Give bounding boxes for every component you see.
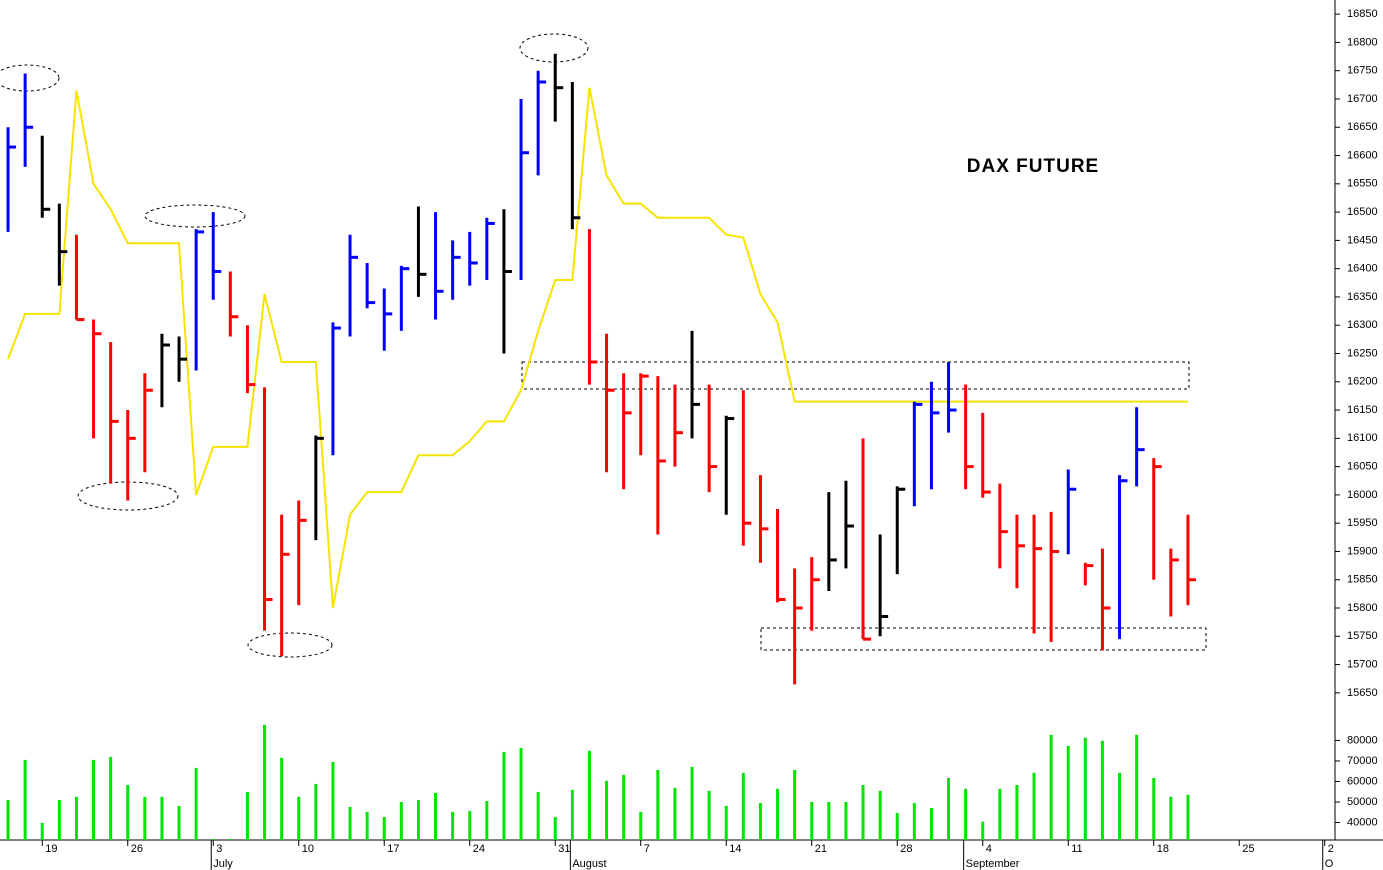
x-tick-label: 19 — [45, 843, 57, 855]
y-tick-label: 50000 — [1347, 796, 1378, 808]
y-tick-label: 16200 — [1347, 376, 1378, 388]
y-tick-label: 80000 — [1347, 734, 1378, 746]
y-tick-label: 15750 — [1347, 630, 1378, 642]
month-label: July — [213, 858, 233, 870]
y-tick-label: 16000 — [1347, 489, 1378, 501]
y-tick-label: 16750 — [1347, 65, 1378, 77]
chart-title: DAX FUTURE — [967, 156, 1099, 177]
x-tick-label: 11 — [1071, 843, 1082, 855]
highlight-ellipse — [247, 632, 333, 658]
x-tick-label: 31 — [558, 843, 570, 855]
y-tick-label: 15900 — [1347, 545, 1378, 557]
y-tick-label: 15950 — [1347, 517, 1378, 529]
x-tick-label: 2 — [1328, 843, 1334, 855]
month-label: September — [966, 858, 1020, 870]
annotations — [0, 33, 1207, 658]
x-tick-label: 18 — [1157, 843, 1169, 855]
x-tick-label: 28 — [900, 843, 912, 855]
y-tick-label: 16300 — [1347, 319, 1378, 331]
x-tick-label: 4 — [986, 843, 992, 855]
y-tick-label: 16050 — [1347, 461, 1378, 473]
x-tick-label: 25 — [1242, 843, 1254, 855]
x-tick-label: 10 — [302, 843, 314, 855]
y-tick-label: 16400 — [1347, 263, 1378, 275]
x-tick-label: 26 — [131, 843, 143, 855]
y-tick-label: 15850 — [1347, 574, 1378, 586]
highlight-ellipse — [0, 64, 60, 92]
y-tick-label: 40000 — [1347, 816, 1378, 828]
y-tick-label: 15800 — [1347, 602, 1378, 614]
x-tick-label: 21 — [815, 843, 827, 855]
y-tick-label: 16800 — [1347, 36, 1378, 48]
y-tick-label: 16550 — [1347, 178, 1378, 190]
y-tick-label: 70000 — [1347, 755, 1378, 767]
highlight-ellipse — [144, 204, 246, 228]
y-tick-label: 15700 — [1347, 658, 1378, 670]
month-label: August — [572, 858, 606, 870]
y-tick-label: 16700 — [1347, 93, 1378, 105]
month-label: O — [1325, 858, 1334, 870]
x-tick-label: 24 — [473, 843, 485, 855]
y-tick-label: 16500 — [1347, 206, 1378, 218]
x-tick-label: 3 — [216, 843, 222, 855]
y-tick-label: 16850 — [1347, 8, 1378, 20]
y-tick-label: 16350 — [1347, 291, 1378, 303]
y-tick-label: 16650 — [1347, 121, 1378, 133]
x-tick-label: 17 — [387, 843, 399, 855]
x-tick-label: 7 — [644, 843, 650, 855]
y-tick-label: 60000 — [1347, 775, 1378, 787]
y-tick-label: 16150 — [1347, 404, 1378, 416]
support-box — [760, 627, 1207, 651]
resistance-box — [521, 361, 1190, 390]
y-tick-label: 15650 — [1347, 687, 1378, 699]
y-tick-label: 16250 — [1347, 347, 1378, 359]
y-tick-label: 16450 — [1347, 234, 1378, 246]
highlight-ellipse — [519, 33, 589, 63]
y-tick-label: 16100 — [1347, 432, 1378, 444]
y-tick-label: 16600 — [1347, 149, 1378, 161]
overlay-line — [7, 87, 1188, 609]
x-tick-label: 14 — [729, 843, 741, 855]
